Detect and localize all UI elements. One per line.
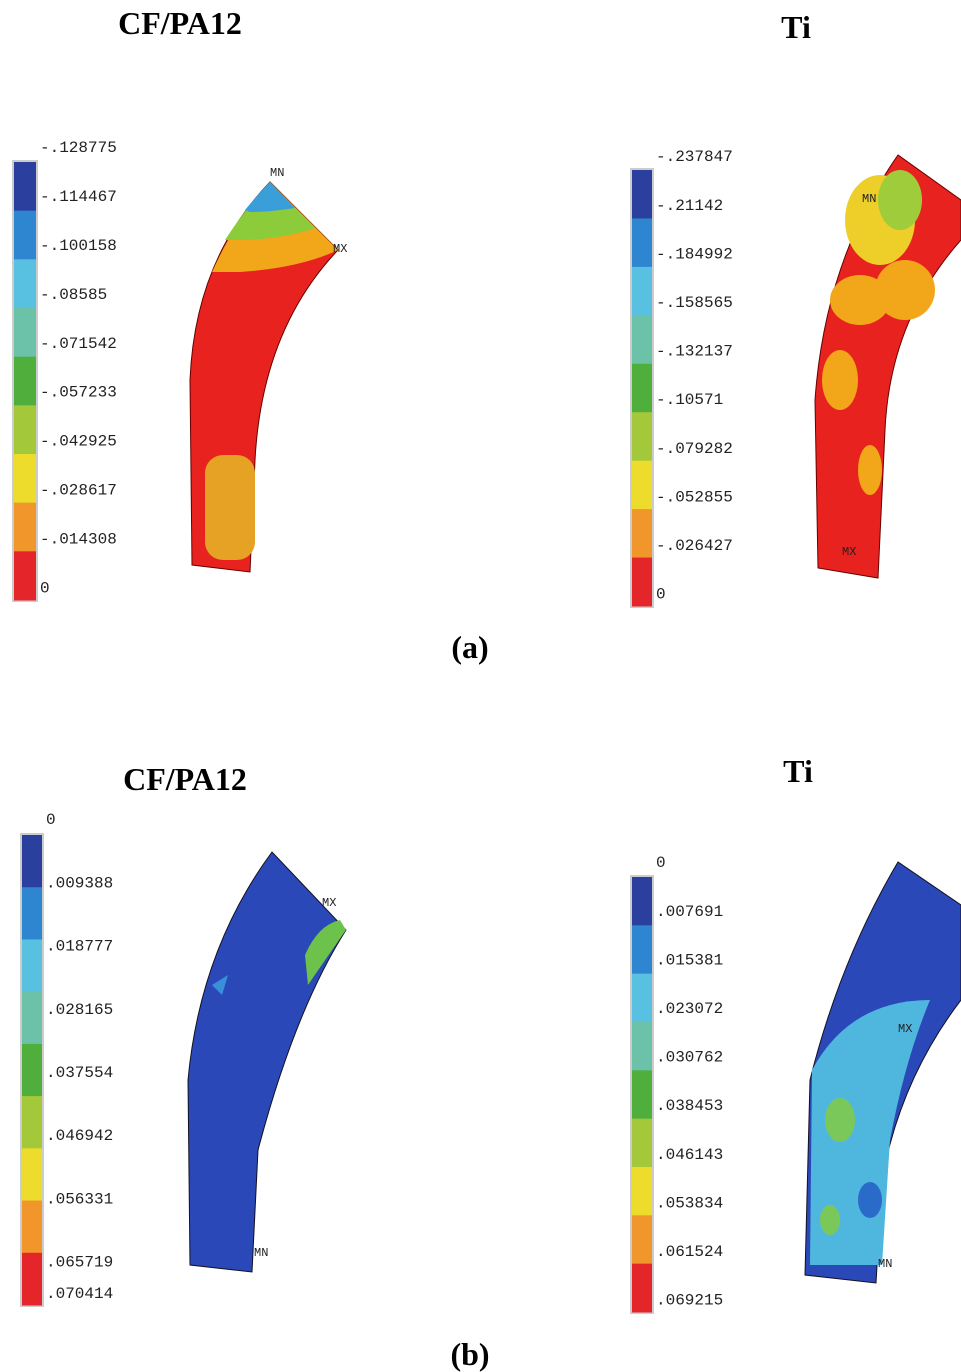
colorbar-segment [632, 925, 652, 974]
colorbar-segment [632, 315, 652, 364]
legend-label: .015381 [656, 951, 723, 969]
colorbar-segment [22, 992, 42, 1045]
legend-label: 0 [656, 586, 666, 604]
colorbar-segment [22, 1201, 42, 1254]
legend-label: 0 [656, 854, 666, 872]
colorbar-segment [632, 218, 652, 267]
legend-label: .007691 [656, 903, 723, 921]
legend-label: -.028617 [40, 482, 117, 500]
colorbar-segment [22, 939, 42, 992]
legend-label: -.21142 [656, 197, 723, 215]
figure: CF/PA12 Ti CF/PA12 Ti (a) (b) MN MX M [0, 0, 961, 1372]
panel-title: CF/PA12 [123, 761, 247, 797]
legend-label: -.071542 [40, 335, 117, 353]
legend-label: .023072 [656, 1000, 723, 1018]
marker-label: MN [270, 166, 284, 180]
marker-label: MX [898, 1022, 912, 1036]
panel-title: Ti [781, 9, 811, 45]
legend-label: .061524 [656, 1243, 723, 1261]
contour-plot [805, 862, 961, 1283]
colorbar-segment [14, 405, 36, 454]
legend-label: -.042925 [40, 433, 117, 451]
legend-label: -.014308 [40, 530, 117, 548]
colorbar-segment [14, 357, 36, 406]
legend-label: -.158565 [656, 294, 733, 312]
colorbar-segment [632, 877, 652, 926]
legend-label: -.184992 [656, 245, 733, 263]
colorbar-segment [14, 503, 36, 552]
colorbar-segment [14, 162, 36, 211]
legend-label: 0 [46, 811, 56, 829]
legend-label: .037554 [46, 1064, 113, 1082]
legend-label: -.114467 [40, 188, 117, 206]
legend-label: -.128775 [40, 139, 117, 157]
legend-label: -.057233 [40, 384, 117, 402]
legend-label: .053834 [656, 1194, 723, 1212]
legend-label: .030762 [656, 1049, 723, 1067]
marker-label: MN [878, 1257, 892, 1271]
colorbar-segment [632, 509, 652, 558]
legend-label: -.08585 [40, 286, 107, 304]
legend-label: -.237847 [656, 148, 733, 166]
colorbar-segment [14, 259, 36, 308]
colorbar-segment [14, 308, 36, 357]
marker-label: MN [254, 1246, 268, 1260]
colorbar-segment [22, 835, 42, 888]
colorbar-segment [14, 211, 36, 260]
colorbar-segment [22, 1044, 42, 1097]
contour-plot [188, 852, 346, 1272]
colorbar-segment [22, 1096, 42, 1149]
legend-label: .056331 [46, 1190, 113, 1208]
marker-label: MX [333, 242, 347, 256]
legend-label: -.052855 [656, 488, 733, 506]
legend-label: .069215 [656, 1292, 723, 1310]
marker-label: MN [862, 192, 876, 206]
legend-label: -.10571 [656, 391, 723, 409]
caption: (a) [451, 629, 488, 665]
legend-label: .065719 [46, 1254, 113, 1272]
legend-label: .038453 [656, 1097, 723, 1115]
legend-label: .018777 [46, 938, 113, 956]
colorbar-segment [632, 170, 652, 219]
colorbar-segment [14, 454, 36, 503]
colorbar-segment [22, 887, 42, 940]
marker-label: MX [842, 545, 856, 559]
colorbar-segment [632, 1119, 652, 1168]
colorbar-segment [632, 1022, 652, 1071]
colorbar-segment [632, 974, 652, 1023]
legend-label: 0 [40, 579, 50, 597]
caption: (b) [450, 1336, 489, 1372]
panel-title: CF/PA12 [118, 5, 242, 41]
colorbar-segment [632, 364, 652, 413]
legend-label: .070414 [46, 1285, 113, 1303]
colorbar-segment [632, 1167, 652, 1216]
contour-plot [190, 182, 338, 572]
colorbar-segment [632, 267, 652, 316]
colorbar-segment [632, 1070, 652, 1119]
colorbar-segment [22, 1148, 42, 1201]
legend-label: .046143 [656, 1146, 723, 1164]
legend-label: .046942 [46, 1127, 113, 1145]
legend-label: -.132137 [656, 343, 733, 361]
marker-label: MX [322, 896, 336, 910]
legend-label: .028165 [46, 1001, 113, 1019]
legend-label: -.026427 [656, 537, 733, 555]
legend-label: -.100158 [40, 237, 117, 255]
legend-label: -.079282 [656, 440, 733, 458]
colorbar-segment [632, 412, 652, 461]
colorbar-segment [632, 1215, 652, 1264]
panel-title: Ti [783, 753, 813, 789]
colorbar-segment [22, 1253, 42, 1306]
legend-label: .009388 [46, 874, 113, 892]
colorbar-segment [14, 551, 36, 600]
colorbar-segment [632, 1264, 652, 1313]
contour-plot [815, 155, 961, 578]
colorbar-segment [632, 558, 652, 607]
colorbar-segment [632, 461, 652, 510]
